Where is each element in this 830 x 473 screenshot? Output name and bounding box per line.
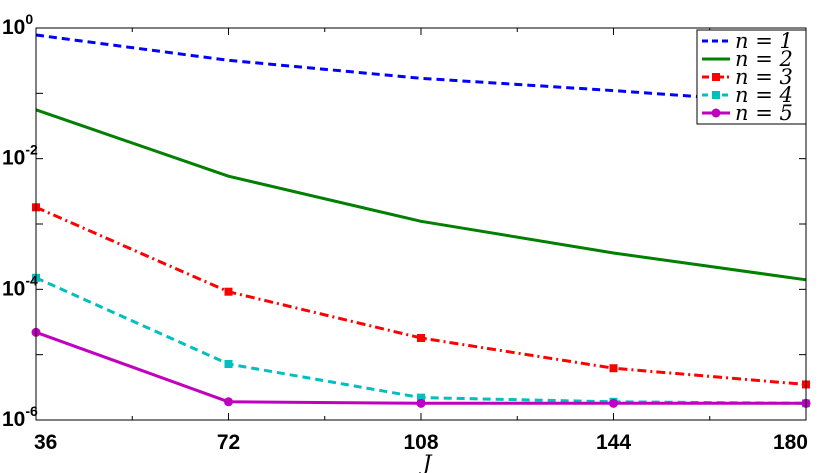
series-line [35, 33, 807, 106]
legend-label: n = 2 [735, 47, 793, 71]
data-point [609, 398, 618, 408]
legend-label: n = 3 [735, 65, 793, 89]
y-tick-label: 100 [2, 11, 33, 39]
data-point [224, 359, 233, 368]
data-point [417, 333, 425, 342]
axes-frame [35, 27, 807, 421]
series-line [35, 108, 807, 282]
legend-label: n = 4 [735, 83, 793, 107]
plot-marks [31, 33, 811, 408]
legend-marker [712, 73, 720, 81]
legend-label: n = 1 [735, 29, 793, 53]
data-point [417, 393, 425, 402]
data-point [224, 397, 233, 407]
data-point [609, 364, 618, 373]
y-axis: 100 10-2 10-4 10-6 [2, 11, 806, 431]
x-axis-label: J [419, 452, 433, 473]
x-tick-label: 180 [773, 431, 808, 454]
legend-label: n = 5 [735, 101, 793, 125]
x-tick-label: 144 [596, 431, 631, 454]
x-tick-label: 36 [34, 431, 57, 454]
series-line [35, 330, 806, 405]
series-line [35, 205, 807, 386]
x-axis: 36 72 108 144 180 [34, 28, 808, 454]
x-tick-label: 72 [217, 431, 240, 454]
data-point [416, 398, 426, 408]
x-tick-label: 108 [403, 431, 438, 454]
y-tick-label: 10-2 [2, 142, 38, 170]
y-tick-label: 10-6 [2, 403, 38, 431]
legend: n = 1n = 2n = 3n = 4n = 5 [696, 29, 807, 125]
data-point [224, 287, 233, 296]
legend-marker [712, 91, 720, 99]
legend-marker [711, 108, 721, 118]
y-tick-label: 10-4 [2, 272, 38, 300]
